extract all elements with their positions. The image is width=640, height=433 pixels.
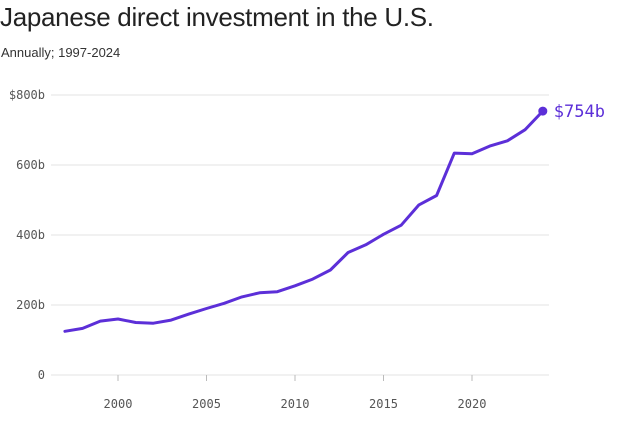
y-tick-label-200: 200b <box>16 298 45 312</box>
gridlines <box>51 94 549 376</box>
series-line-0 <box>63 109 545 333</box>
chart-subtitle: Annually; 1997-2024 <box>1 45 121 60</box>
y-tick-label-0: 0 <box>38 368 45 382</box>
y-tick-label-400: 400b <box>16 228 45 242</box>
annotation-layer: $754b <box>538 102 605 122</box>
x-tick-label-2010: 2010 <box>281 397 310 411</box>
chart-title: Japanese direct investment in the U.S. <box>0 2 434 32</box>
x-tick-label-2015: 2015 <box>369 397 398 411</box>
y-tick-label-800: $800b <box>9 88 45 102</box>
y-tick-label-600: 600b <box>16 158 45 172</box>
series-layer <box>63 109 545 333</box>
x-tick-label-2005: 2005 <box>192 397 221 411</box>
y-axis-ticks: 0 200b 400b 600b $800b <box>9 88 45 382</box>
end-value-label: $754b <box>554 102 605 122</box>
x-axis-ticks: 2000 2005 2010 2015 2020 <box>104 375 487 411</box>
x-tick-label-2000: 2000 <box>104 397 133 411</box>
end-point-marker <box>538 106 548 116</box>
x-tick-label-2020: 2020 <box>458 397 487 411</box>
